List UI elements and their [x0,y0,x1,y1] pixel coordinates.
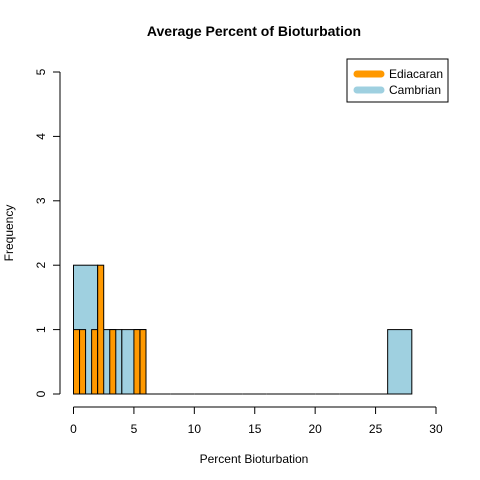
y-axis: 0 1 2 3 4 5 [34,68,61,397]
x-axis: 0 5 10 15 20 25 30 [70,406,443,436]
y-tick-label: 3 [34,197,48,204]
x-axis-label: Percent Bioturbation [200,452,309,466]
ediacaran-bar [109,329,117,395]
ediacaran-bar [139,329,147,395]
x-tick-label: 30 [429,422,443,436]
cambrian-bar [387,329,413,395]
x-tick-label: 5 [131,422,138,436]
y-tick-label: 5 [34,68,48,75]
x-tick-label: 20 [308,422,322,436]
legend-label-ediacaran: Ediacaran [389,67,443,81]
y-tick-label: 2 [34,262,48,269]
ediacaran-bars [73,264,147,395]
ediacaran-bar [133,329,141,395]
x-tick-label: 0 [70,422,77,436]
cambrian-bars [73,264,413,395]
legend-box [346,58,449,103]
legend-label-cambrian: Cambrian [389,83,441,97]
y-tick-label: 1 [34,326,48,333]
x-tick-label: 10 [188,422,202,436]
ediacaran-bar [79,329,87,395]
y-axis-label: Frequency [2,205,16,262]
chart-title: Average Percent of Bioturbation [147,23,361,39]
ediacaran-bar [73,329,81,395]
ediacaran-bar [91,329,99,395]
y-tick-label: 0 [34,390,48,397]
legend: Ediacaran Cambrian [346,58,449,103]
x-tick-label: 15 [248,422,262,436]
x-tick-label: 25 [369,422,383,436]
y-tick-label: 4 [34,133,48,140]
ediacaran-bar [97,264,105,395]
